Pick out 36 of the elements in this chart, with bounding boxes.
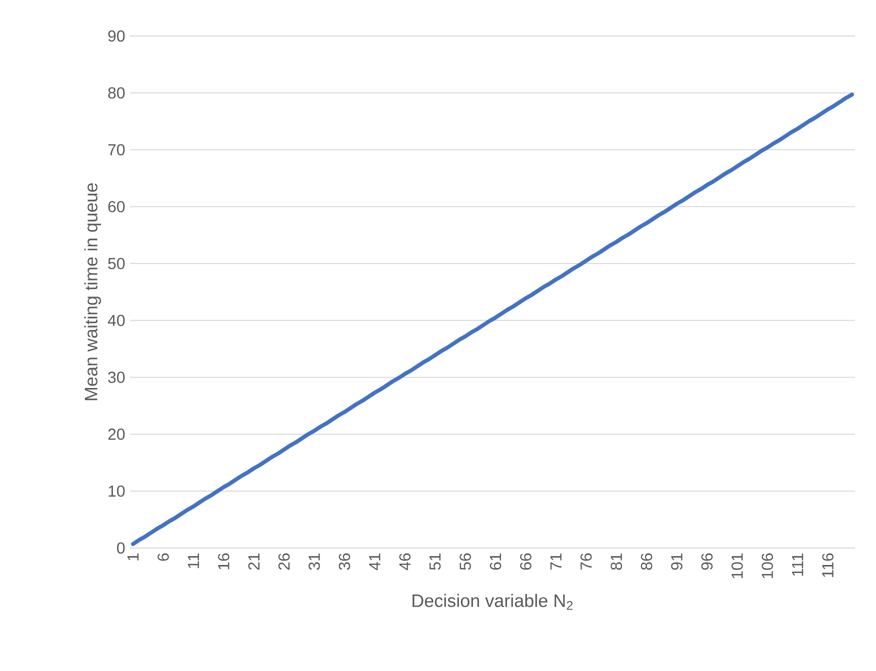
x-axis-title: Decision variable N$_{2}$ [412,594,573,610]
x-tick-label: 36 [338,553,350,570]
x-tick-label: 76 [580,553,592,570]
x-tick-label: 1 [128,553,139,560]
x-tick-label: 96 [701,553,713,570]
x-tick-label: 26 [278,553,290,570]
x-tick-label: 16 [218,553,230,570]
y-tick-label: 0 [117,542,125,554]
x-tick-label: 101 [732,553,743,578]
x-tick-label: 91 [671,553,682,570]
y-tick-label: 10 [108,485,125,497]
x-tick-label: 66 [520,553,532,570]
y-tick-label: 20 [108,428,125,440]
y-tick-label: 30 [108,372,125,383]
x-tick-label: 41 [369,553,380,570]
x-tick-label: 11 [188,553,199,568]
x-tick-label: 116 [822,553,834,577]
x-tick-label: 61 [490,553,502,570]
x-tick-label: 86 [640,553,652,570]
x-tick-label: 21 [248,553,260,570]
y-tick-label: 40 [108,314,125,326]
x-tick-label: 106 [762,553,774,578]
y-axis-title: Mean waiting time in queue [84,183,102,400]
x-tick-label: 31 [308,553,320,570]
x-tick-label: 56 [460,553,471,570]
y-tick-label: 70 [108,144,125,156]
x-tick-label: 71 [550,553,562,570]
x-tick-label: 6 [158,553,169,561]
x-tick-label: 81 [610,553,622,570]
y-tick-label: 60 [108,201,125,212]
x-tick-label: 46 [399,553,411,570]
y-tick-label: 50 [108,258,125,270]
x-tick-label: 111 [792,553,804,576]
y-tick-label: 90 [108,30,125,42]
y-tick-label: 80 [108,87,125,99]
x-tick-label: 51 [430,553,441,570]
